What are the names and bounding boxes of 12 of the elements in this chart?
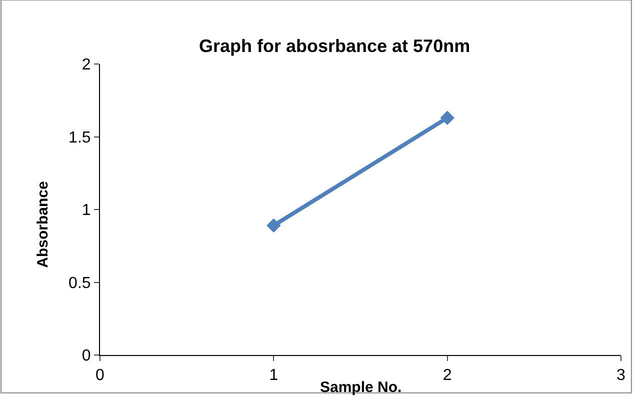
x-tick-label: 2 [442,367,452,384]
x-tick-label: 1 [269,367,278,384]
x-tick-label: 0 [96,367,105,384]
x-tick-label: 3 [616,367,626,384]
y-tick-label: 2 [82,56,91,74]
y-tick-label: 0.5 [68,274,91,292]
y-tick-label: 1.5 [68,129,91,146]
y-tick-label: 0 [82,348,91,365]
y-axis-title: Absorbance [34,181,52,268]
chart-title: Graph for abosrbance at 570nm [199,36,470,56]
x-axis-title: Sample No. [320,379,402,396]
y-tick-label: 1 [82,202,91,220]
